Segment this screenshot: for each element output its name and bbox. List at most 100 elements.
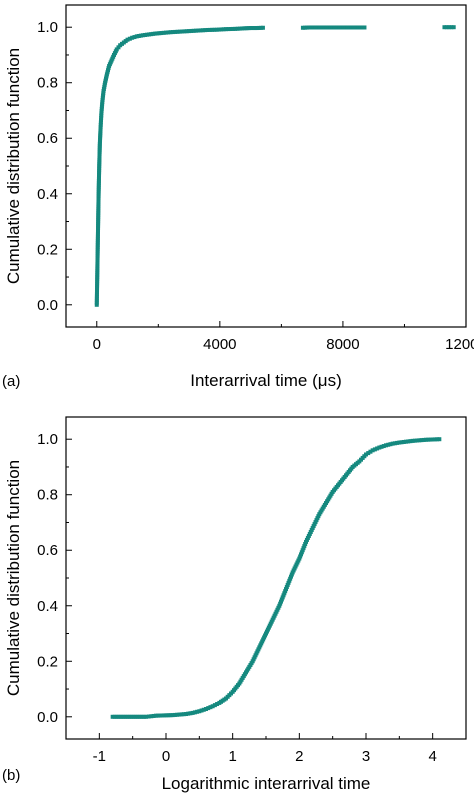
data-point [289,572,294,577]
data-point [235,26,240,31]
data-point [161,30,166,35]
data-point [260,25,265,30]
data-point [96,223,101,228]
data-point [337,25,342,30]
data-point [96,219,101,224]
data-point [99,106,104,111]
data-point [139,714,144,719]
data-point [95,277,100,282]
y-tick-label: 0.2 [37,653,58,670]
data-point [258,25,263,30]
data-point [224,27,228,32]
data-point [424,437,428,442]
data-point [95,285,100,290]
x-tick-label: -1 [93,748,106,765]
data-point [95,266,100,271]
data-point [116,714,121,719]
data-point [442,25,447,30]
data-point [96,206,101,211]
x-tick-label: 1 [228,748,236,765]
panel-a-x-axis: 0 4000 8000 12000 [93,321,474,353]
data-point [195,709,200,714]
data-point [132,35,137,40]
data-point [397,440,402,445]
data-point [146,714,151,719]
data-point [97,155,102,160]
data-point [104,76,108,81]
data-point [97,139,102,144]
x-tick-label: 2 [295,748,303,765]
data-point [205,27,210,32]
data-point [97,153,102,158]
data-point [341,25,346,30]
panel-a-frame [65,4,467,328]
data-point [184,29,189,34]
data-point [96,178,101,183]
data-point [112,714,117,719]
data-point [99,115,104,120]
data-point [98,135,103,140]
data-point [285,582,290,587]
data-point [228,27,233,32]
data-point [104,74,109,79]
data-point [101,91,106,96]
data-point [332,25,337,30]
data-point [96,193,101,198]
panel-b-y-axis-title: Cumulative distribution function [4,460,23,696]
data-point [97,149,102,154]
data-point [95,234,100,239]
data-point [106,68,110,73]
data-point [98,127,103,132]
x-tick-label: 0 [162,748,170,765]
data-point [164,713,169,718]
data-point [300,25,305,30]
data-point [95,232,100,237]
data-point [242,26,247,31]
data-point [203,28,208,33]
data-point [96,181,101,186]
data-point [284,585,289,590]
data-point [212,27,217,32]
data-point [309,25,314,30]
data-point [100,95,105,100]
data-point [95,247,100,252]
panel-a-y-axis-title: Cumulative distribution function [4,48,23,284]
x-tick-label: 4 [428,748,436,765]
data-point [302,25,307,30]
data-point [97,145,102,150]
data-point [95,283,100,288]
data-point [95,253,100,258]
panel-a-y-axis: 0.0 0.2 0.4 0.6 0.8 1.0 [37,19,72,314]
data-point [94,300,99,305]
data-point [175,29,180,34]
data-point [297,556,302,561]
y-tick-label: 1.0 [37,19,58,36]
data-point [300,548,305,553]
data-point [360,25,365,30]
data-point [99,111,104,116]
data-point [147,32,152,37]
data-point [204,707,208,712]
data-point [103,80,108,85]
data-point [366,451,371,456]
data-point [95,230,100,235]
data-point [130,35,135,40]
panel-b-frame [65,416,467,740]
data-point [437,437,442,442]
y-tick-label: 0.6 [37,130,58,147]
data-point [303,541,308,546]
data-point [428,437,433,442]
data-point [230,26,235,31]
data-point [98,131,103,136]
data-point [392,441,397,446]
data-point [298,554,303,559]
data-point [97,168,102,173]
data-point [377,445,382,450]
data-point [256,25,261,30]
data-point [151,713,156,718]
data-point [95,251,100,256]
data-point [330,25,335,30]
data-point [320,25,324,30]
data-point [299,552,303,557]
